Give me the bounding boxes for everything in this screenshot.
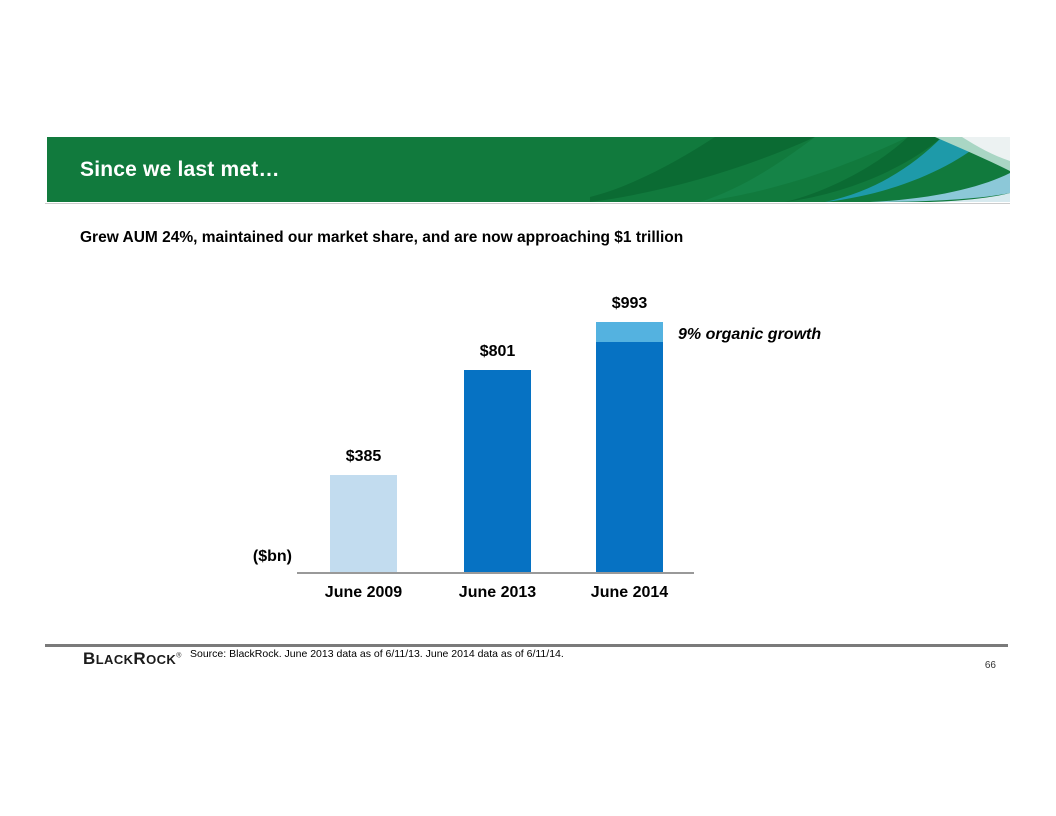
blackrock-logo: BLACKROCK® <box>83 649 182 669</box>
bar-june-2009 <box>330 475 397 572</box>
bar-value-label: $993 <box>611 295 648 312</box>
x-axis-label: June 2009 <box>324 584 403 601</box>
logo-letter: R <box>133 649 147 668</box>
bar-organic-growth-segment <box>596 322 663 342</box>
x-axis-label: June 2013 <box>458 584 537 601</box>
registered-mark-icon: ® <box>176 652 182 660</box>
organic-growth-annotation: 9% organic growth <box>678 326 822 343</box>
page-number: 66 <box>984 660 996 671</box>
footer-divider <box>45 644 1008 647</box>
bar-june-2013 <box>464 370 531 572</box>
bar-value-label: $385 <box>345 448 382 465</box>
source-text: Source: BlackRock. June 2013 data as of … <box>190 648 564 660</box>
logo-letters: LACK <box>95 652 134 667</box>
plot-area: $385 $801 $993 <box>297 295 694 572</box>
unit-label: ($bn) <box>252 548 292 565</box>
header-underline <box>45 203 1010 204</box>
logo-letters: OCK <box>146 652 177 667</box>
x-axis-label: June 2014 <box>590 584 669 601</box>
slide-title: Since we last met… <box>80 158 280 181</box>
x-axis-labels: June 2009 June 2013 June 2014 <box>0 584 1056 606</box>
bar-value-label: $801 <box>479 343 516 360</box>
x-axis-line <box>297 572 694 574</box>
header-band: Since we last met… <box>47 137 1010 202</box>
logo-letter: B <box>83 649 96 668</box>
slide-subtitle: Grew AUM 24%, maintained our market shar… <box>80 229 684 246</box>
header-swoosh-graphic <box>590 137 1010 202</box>
bar-june-2014 <box>596 322 663 572</box>
